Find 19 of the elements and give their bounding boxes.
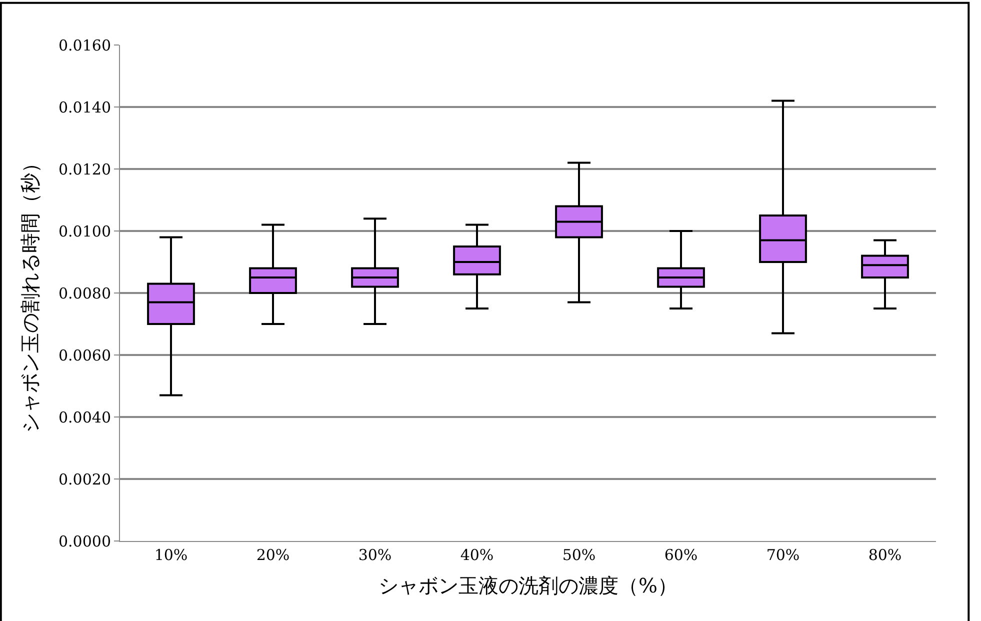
y-tick-label: 0.0060: [58, 346, 111, 364]
y-axis-title: シャボン玉の割れる時間（秒）: [18, 153, 42, 433]
x-tick-label: 40%: [460, 546, 494, 564]
x-tick-label: 70%: [766, 546, 800, 564]
y-tick-label: 0.0160: [58, 36, 111, 54]
y-tick-label: 0.0120: [58, 160, 111, 178]
y-tick-label: 0.0100: [58, 222, 111, 240]
x-tick-label: 80%: [868, 546, 902, 564]
y-tick-label: 0.0020: [58, 470, 111, 488]
x-axis-title: シャボン玉液の洗剤の濃度（%）: [378, 574, 678, 598]
x-tick-label: 10%: [154, 546, 188, 564]
x-tick-label: 50%: [562, 546, 596, 564]
y-tick-label: 0.0080: [58, 284, 111, 302]
x-tick-label: 60%: [664, 546, 698, 564]
x-tick-label: 20%: [256, 546, 290, 564]
y-tick-label: 0.0040: [58, 408, 111, 426]
y-tick-label: 0.0140: [58, 98, 111, 116]
y-tick-label: 0.0000: [58, 532, 111, 550]
x-tick-label: 30%: [358, 546, 392, 564]
